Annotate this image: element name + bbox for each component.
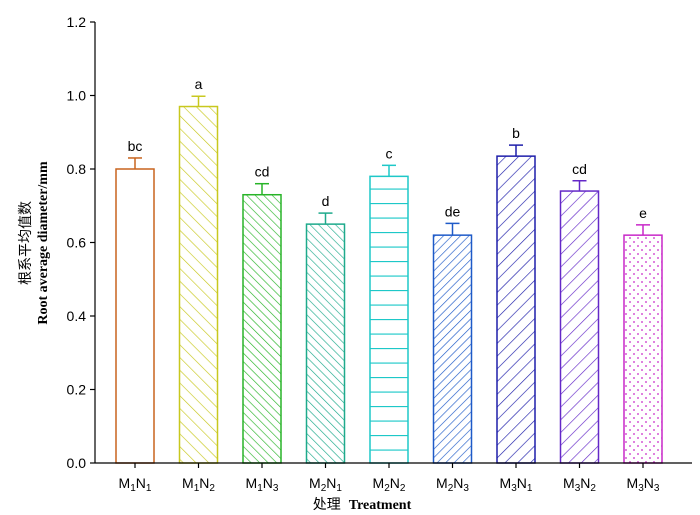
bar-1 xyxy=(115,168,155,464)
x-axis-title: 处理 Treatment xyxy=(313,497,412,513)
bar-5 xyxy=(369,175,409,464)
y-tick-label: 0.2 xyxy=(67,382,87,398)
y-tick-label: 0.8 xyxy=(67,161,87,177)
y-tick-label: 0.6 xyxy=(67,235,87,251)
significance-label-5: c xyxy=(386,145,393,161)
bar-8 xyxy=(559,190,600,464)
significance-label-8: cd xyxy=(572,161,587,177)
y-tick-label: 1.2 xyxy=(67,14,87,30)
x-axis-title-cn: 处理 xyxy=(313,497,341,513)
x-tick-label: M2N3 xyxy=(436,475,469,494)
y-axis-title: 根系平均值数 Root average diameter/mm xyxy=(18,161,51,325)
x-tick-label: M2N2 xyxy=(373,475,406,494)
significance-label-4: d xyxy=(322,193,330,209)
x-tick-label: M3N1 xyxy=(500,475,533,494)
x-axis-ticks: M1N1 M1N2 M1N3 M2N1 M2N2 M2N3 M3N1 M3N2 M3N3 xyxy=(119,463,660,494)
y-tick-label: 1.0 xyxy=(67,88,87,104)
significance-label-7: b xyxy=(512,125,520,141)
significance-label-2: a xyxy=(195,76,203,92)
significance-label-6: de xyxy=(445,203,461,219)
bar-3 xyxy=(242,193,282,464)
y-tick-label: 0.4 xyxy=(67,308,87,324)
x-tick-label: M1N1 xyxy=(119,475,152,494)
bar-7 xyxy=(496,155,536,464)
bar-2 xyxy=(178,105,219,464)
y-axis-title-cn: 根系平均值数 xyxy=(18,201,34,285)
bar-9 xyxy=(623,234,663,464)
bar-4 xyxy=(305,223,346,464)
x-tick-label: M3N3 xyxy=(627,475,660,494)
y-axis-ticks: 0.0 0.2 0.4 0.6 0.8 1.0 1.2 xyxy=(67,14,95,471)
y-axis-title-en: Root average diameter/mm xyxy=(36,161,51,325)
significance-label-3: cd xyxy=(255,164,270,180)
x-axis-title-en: Treatment xyxy=(349,498,412,513)
x-tick-label: M1N2 xyxy=(182,475,215,494)
y-tick-label: 0.0 xyxy=(67,455,87,471)
significance-label-1: bc xyxy=(128,138,143,154)
significance-label-9: e xyxy=(639,205,647,221)
x-tick-label: M1N3 xyxy=(246,475,279,494)
x-tick-label: M3N2 xyxy=(563,475,596,494)
bar-6 xyxy=(432,234,473,464)
x-tick-label: M2N1 xyxy=(309,475,342,494)
